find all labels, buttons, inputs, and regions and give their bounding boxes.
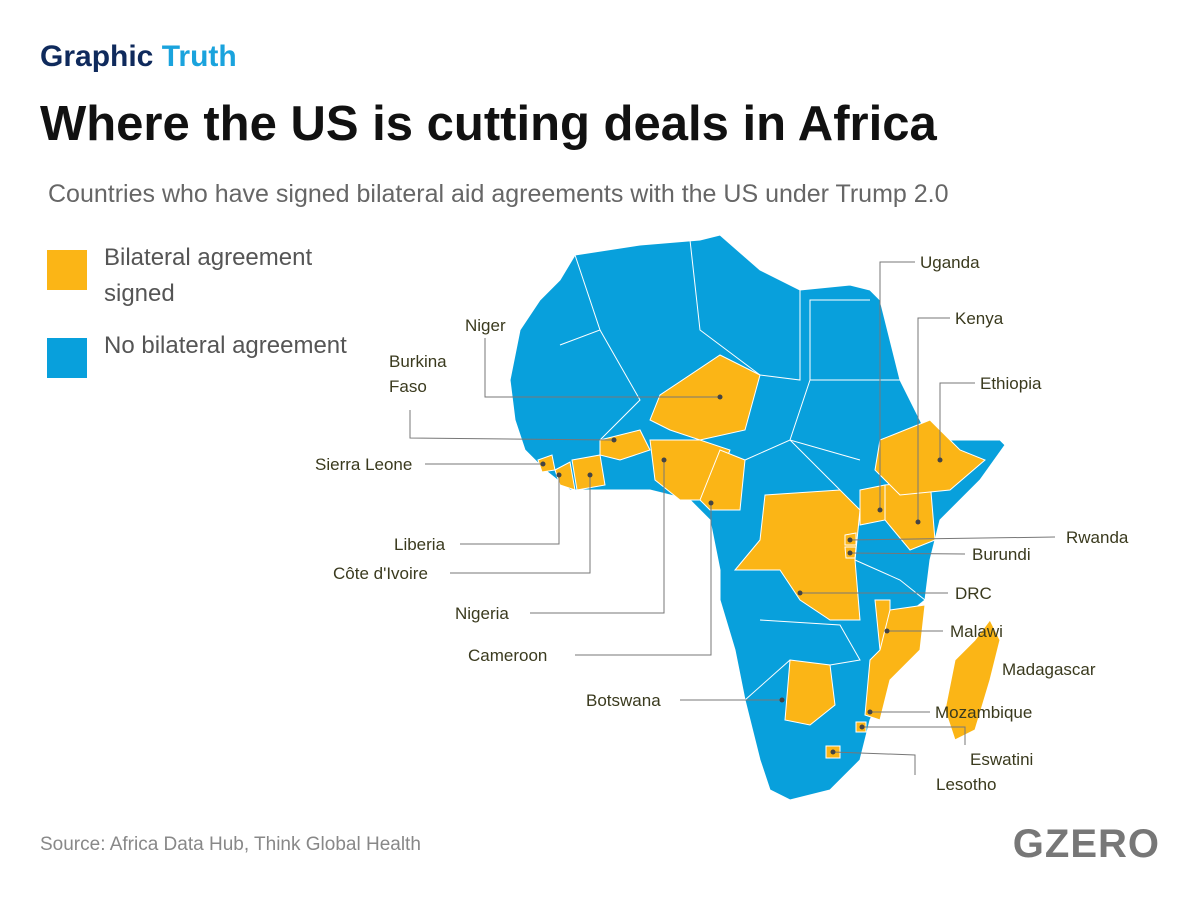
leader-dot [540,461,546,467]
leader-dot [779,697,785,703]
country-label: Kenya [955,309,1004,328]
leader-line [409,410,615,441]
leader-line [939,382,975,460]
leader-dot [661,457,667,463]
burkina-faso [599,429,651,461]
leader-line [575,503,712,656]
country-label: Nigeria [455,604,509,623]
leader-dot [937,457,943,463]
leader-dot [708,500,714,506]
leader-dot [877,507,883,513]
country-label: Ethiopia [980,374,1042,393]
madagascar [944,619,1001,741]
leader-dot [847,537,853,543]
country-label: Uganda [920,253,980,272]
country-label: Lesotho [936,775,997,794]
subtitle: Countries who have signed bilateral aid … [48,180,949,208]
legend-swatch [47,338,87,378]
legend-item: No bilateral agreement [47,328,367,408]
title: Where the US is cutting deals in Africa [40,97,937,151]
country-label: Liberia [394,535,446,554]
leader-dot [884,628,890,634]
cameroon [699,449,746,511]
leader-dot [587,472,593,478]
country-label: Madagascar [1002,660,1096,679]
leader-line [832,751,916,775]
country-label: Mozambique [935,703,1033,722]
leader-line [484,338,720,398]
liberia [554,461,576,491]
drc [733,489,861,621]
country-label: Sierra Leone [315,455,413,474]
leader-line [862,726,966,745]
cote-divoire [571,454,606,491]
mozambique [864,604,926,721]
logo: GZERO [1012,822,1160,866]
kicker-part: Truth [161,40,237,73]
leader-dot [797,590,803,596]
ethiopia [874,419,986,496]
legend-label: Bilateral agreement signed [104,244,313,307]
country-label: Niger [465,316,506,335]
border [759,619,861,666]
country-label: Eswatini [970,750,1034,769]
country-label: Botswana [586,691,661,710]
botswana [784,659,836,726]
leader-lines [409,261,1056,775]
leader-line [879,261,915,510]
border [689,239,761,376]
leader-dot [847,550,853,556]
country-label: Malawi [950,622,1003,641]
borders [559,239,926,701]
leader-line [450,475,591,574]
leader-dot [717,394,723,400]
leader-dot [867,709,873,715]
leader-line [917,317,950,522]
leader-line [849,536,1056,541]
leader-line [530,460,665,614]
source: Source: Africa Data Hub, Think Global He… [40,834,421,855]
legend-label: No bilateral agreement [104,332,347,359]
border [744,659,791,701]
country-label: Côte d'Ivoire [333,564,428,583]
country-label: Burkina Faso [389,352,447,396]
leader-dot [915,519,921,525]
country-label: DRC [955,584,992,603]
continent [509,234,1006,801]
legend-swatch [47,250,87,290]
country-label: Cameroon [468,646,548,665]
country-label: Rwanda [1066,528,1129,547]
leader-dot [830,749,836,755]
border [599,329,641,441]
kicker-part: Graphic [40,40,154,73]
leader-line [849,552,966,555]
leader-dot [859,724,865,730]
border [809,299,900,381]
border [744,439,861,461]
leader-dot [556,472,562,478]
country-label: Burundi [972,545,1031,564]
legend-item: Bilateral agreement signed [47,240,367,320]
sierra-leone [537,454,556,473]
border [759,290,801,381]
uganda [859,484,886,526]
kicker: Graphic Truth [40,40,237,74]
leader-line [460,475,560,545]
leader-dot [611,437,617,443]
